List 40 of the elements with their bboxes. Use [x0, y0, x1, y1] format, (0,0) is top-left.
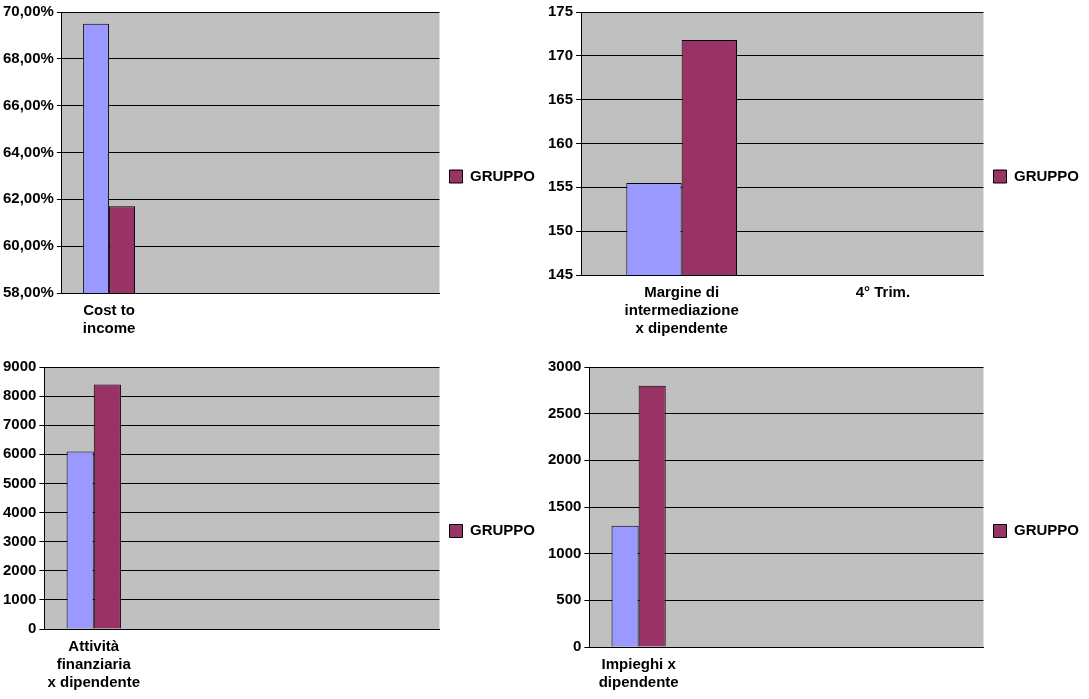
y-tick-label: 64,00% — [3, 142, 54, 160]
y-tick-label: 62,00% — [3, 189, 54, 207]
y-tick-label: 170 — [548, 45, 574, 63]
y-tick-label: 160 — [548, 133, 574, 151]
y-tick-label: 58,00% — [3, 283, 54, 301]
y-tick-label: 2500 — [547, 403, 582, 421]
legend-label: GRUPPO — [469, 166, 536, 184]
y-tick-label: 66,00% — [3, 95, 54, 113]
y-tick-label: 7000 — [2, 415, 37, 433]
x-tick-label: 4° Trim. — [855, 283, 911, 301]
y-tick-label: 150 — [548, 221, 574, 239]
y-tick-label: 155 — [548, 177, 574, 195]
y-tick-label: 2000 — [2, 560, 37, 578]
y-tick-label: 1500 — [547, 497, 582, 515]
y-tick-label: 3000 — [547, 357, 582, 375]
y-tick-label: 5000 — [2, 473, 37, 491]
x-tick-label: Margine di intermediazione x dipendente — [624, 283, 739, 337]
y-tick-label: 1000 — [2, 590, 37, 608]
y-tick-label: 4000 — [2, 502, 37, 520]
x-tick-label: Attività finanziaria x dipendente — [47, 637, 141, 691]
y-tick-label: 60,00% — [3, 236, 54, 254]
y-tick-label: 3000 — [2, 531, 37, 549]
y-tick-label: 70,00% — [3, 2, 54, 20]
y-tick-label: 1000 — [547, 543, 582, 561]
y-tick-label: 8000 — [2, 386, 37, 404]
y-tick-label: 0 — [28, 619, 37, 637]
y-tick-label: 500 — [556, 590, 582, 608]
y-tick-label: 9000 — [2, 357, 37, 375]
legend-label: GRUPPO — [469, 521, 536, 539]
y-tick-label: 0 — [573, 637, 582, 655]
y-tick-label: 68,00% — [3, 48, 54, 66]
x-tick-label: Cost to income — [82, 301, 136, 337]
y-tick-label: 2000 — [547, 450, 582, 468]
x-tick-label: Impieghi x dipendente — [598, 655, 679, 691]
y-tick-label: 165 — [548, 89, 574, 107]
y-tick-label: 175 — [548, 2, 574, 20]
y-tick-label: 6000 — [2, 444, 37, 462]
legend-label: GRUPPO — [1013, 166, 1080, 184]
legend-label: GRUPPO — [1013, 521, 1080, 539]
y-tick-label: 145 — [548, 265, 574, 283]
